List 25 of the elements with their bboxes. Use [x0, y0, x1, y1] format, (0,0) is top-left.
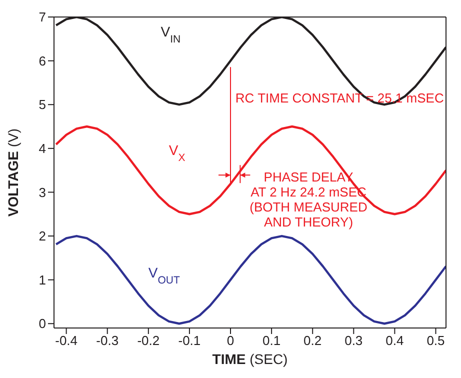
x-tick-label: 0.1 — [262, 333, 281, 348]
x-tick-label: 0.3 — [344, 333, 363, 348]
x-tick-label: 0.2 — [304, 333, 322, 348]
x-tick-label: 0.5 — [426, 333, 445, 348]
x-tick-label: 0 — [226, 333, 234, 348]
y-tick-label: 3 — [38, 184, 46, 200]
x-tick-label: 0.4 — [386, 333, 404, 348]
series-label: V$_{OUT}$ — [148, 264, 180, 287]
line-series — [54, 234, 446, 325]
x-tick-label: -0.2 — [137, 333, 160, 348]
x-tick-label: -0.1 — [178, 333, 201, 348]
y-tick-label: 0 — [38, 316, 46, 332]
y-tick-label: 1 — [38, 272, 46, 288]
line-series — [54, 125, 446, 216]
y-tick-label: 2 — [38, 228, 46, 244]
y-tick-label: 7 — [38, 10, 46, 25]
text: V$_{IN}$ — [160, 24, 181, 46]
text: V$_{X}$ — [168, 142, 186, 164]
x-tick-label: -0.3 — [96, 333, 119, 348]
x-axis-title: TIME (SEC) — [212, 351, 288, 367]
y-axis-title: VOLTAGE (V) — [5, 128, 21, 217]
y-tick-label: 6 — [38, 53, 46, 68]
x-tick-label: -0.4 — [55, 333, 78, 348]
y-tick-label: 4 — [38, 141, 46, 156]
y-tick-label: 5 — [38, 97, 46, 112]
